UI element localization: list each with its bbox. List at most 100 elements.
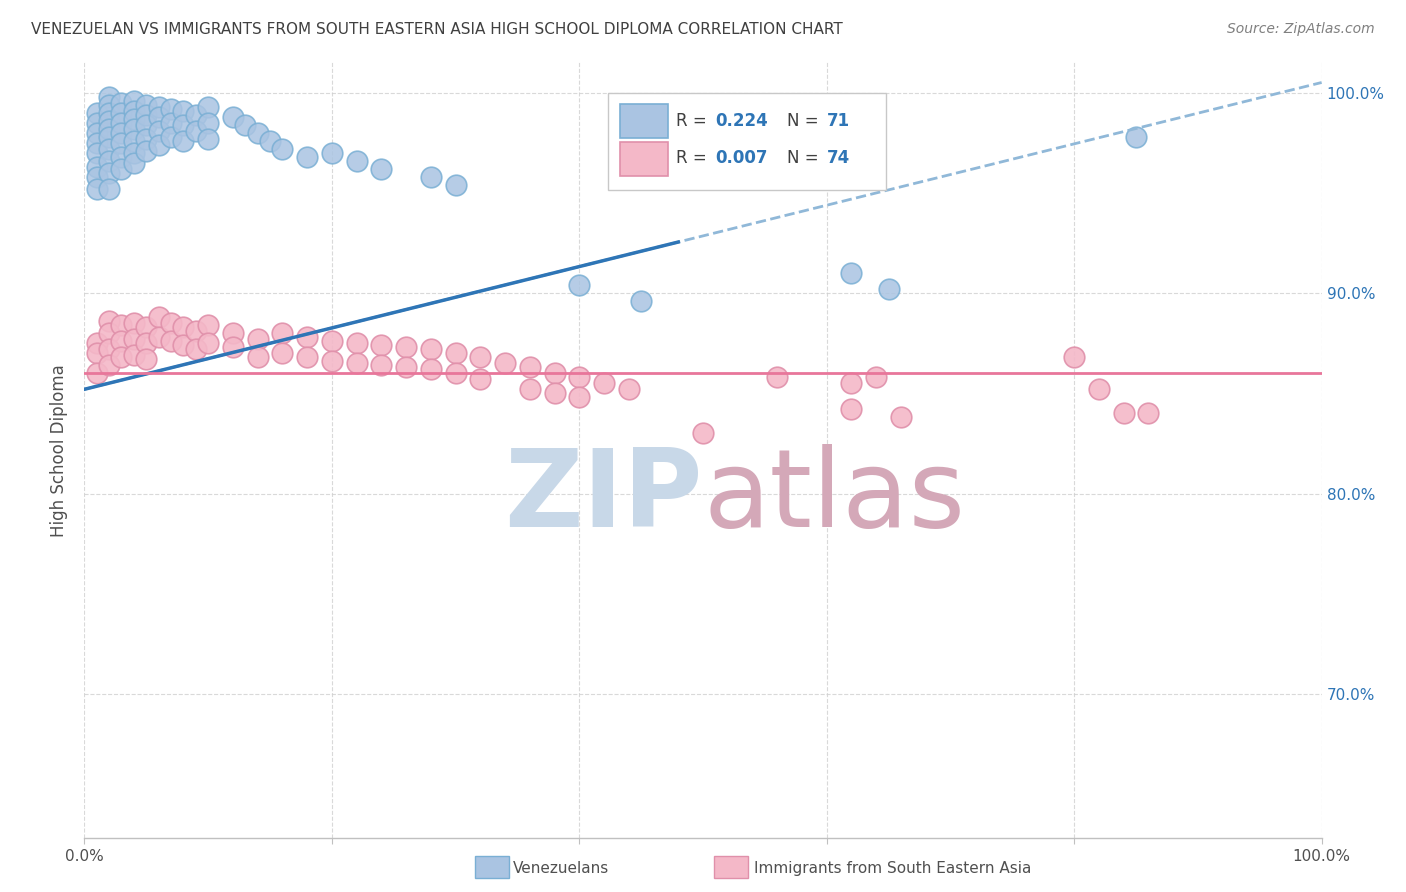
Point [122, 316, 145, 330]
Point [86, 182, 108, 196]
Point [346, 356, 368, 370]
Point [593, 376, 616, 391]
Point [222, 340, 245, 354]
Point [865, 370, 887, 384]
Point [135, 320, 157, 334]
Point [160, 129, 183, 144]
Point [197, 336, 219, 351]
Text: N =: N = [787, 112, 824, 129]
Point [135, 118, 157, 132]
Point [543, 386, 565, 401]
Point [197, 131, 219, 145]
Text: ZIP: ZIP [505, 444, 703, 550]
Point [494, 356, 516, 370]
Text: R =: R = [676, 149, 711, 167]
Point [766, 370, 789, 384]
Point [148, 330, 170, 344]
Point [135, 97, 157, 112]
Point [110, 161, 132, 176]
Point [122, 94, 145, 108]
Text: Immigrants from South Eastern Asia: Immigrants from South Eastern Asia [754, 862, 1031, 876]
Point [98, 326, 121, 340]
Point [98, 358, 121, 372]
Text: 74: 74 [827, 149, 851, 167]
Point [135, 131, 157, 145]
Point [86, 115, 108, 129]
Point [519, 382, 541, 396]
Point [122, 121, 145, 136]
Point [184, 342, 207, 356]
Point [135, 107, 157, 121]
Point [135, 352, 157, 367]
Point [419, 169, 441, 184]
Point [98, 314, 121, 328]
Point [233, 118, 256, 132]
Point [370, 161, 392, 176]
Point [148, 110, 170, 124]
Point [98, 129, 121, 144]
Point [444, 366, 467, 380]
Point [295, 330, 318, 344]
Point [148, 123, 170, 137]
Point [98, 342, 121, 356]
Text: Source: ZipAtlas.com: Source: ZipAtlas.com [1227, 22, 1375, 37]
Point [86, 126, 108, 140]
Point [419, 362, 441, 376]
Point [86, 105, 108, 120]
Point [877, 282, 900, 296]
Point [346, 153, 368, 168]
Point [122, 103, 145, 118]
Point [122, 155, 145, 169]
Point [135, 144, 157, 158]
Point [184, 123, 207, 137]
Point [568, 278, 591, 293]
Point [395, 360, 418, 375]
Point [617, 382, 640, 396]
Point [86, 336, 108, 351]
Point [184, 107, 207, 121]
Point [148, 99, 170, 113]
Point [890, 410, 912, 425]
FancyBboxPatch shape [620, 104, 668, 138]
Point [470, 350, 492, 364]
Point [122, 332, 145, 346]
Point [470, 372, 492, 386]
Point [98, 153, 121, 168]
Point [259, 134, 281, 148]
Point [271, 346, 294, 360]
Point [110, 150, 132, 164]
Point [98, 97, 121, 112]
Point [370, 338, 392, 352]
Point [148, 137, 170, 152]
Point [110, 350, 132, 364]
Point [419, 342, 441, 356]
Point [271, 326, 294, 340]
Point [110, 126, 132, 140]
FancyBboxPatch shape [620, 142, 668, 176]
Point [1088, 382, 1111, 396]
Point [135, 336, 157, 351]
Point [370, 358, 392, 372]
Point [295, 350, 318, 364]
Point [122, 348, 145, 362]
Point [110, 136, 132, 150]
Point [98, 105, 121, 120]
Text: atlas: atlas [703, 444, 965, 550]
Text: N =: N = [787, 149, 824, 167]
Point [568, 370, 591, 384]
Point [246, 350, 269, 364]
FancyBboxPatch shape [607, 94, 886, 191]
Point [444, 346, 467, 360]
Point [1137, 406, 1160, 420]
Point [110, 95, 132, 110]
Point [222, 326, 245, 340]
Point [86, 366, 108, 380]
Point [1112, 406, 1135, 420]
Point [222, 110, 245, 124]
Point [172, 338, 194, 352]
Point [98, 113, 121, 128]
Point [246, 332, 269, 346]
Point [160, 334, 183, 348]
Point [841, 376, 863, 391]
Point [122, 112, 145, 126]
